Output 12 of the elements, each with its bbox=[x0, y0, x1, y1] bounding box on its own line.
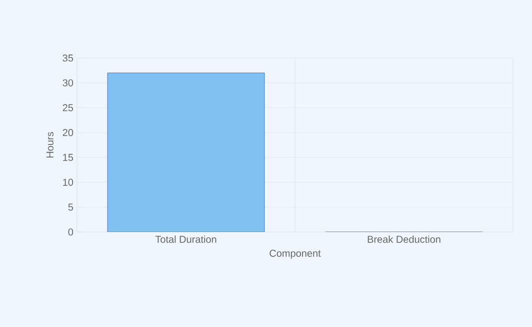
y-tick-label: 10 bbox=[63, 178, 74, 186]
x-tick-label: Break Deduction bbox=[368, 236, 440, 243]
x-tick-label: Total Duration bbox=[155, 236, 216, 243]
y-axis-title: Hours bbox=[46, 132, 54, 158]
y-tick-label: 15 bbox=[63, 154, 74, 161]
y-tick-label: 30 bbox=[62, 79, 74, 86]
y-tick-label: 20 bbox=[62, 129, 74, 136]
y-tick-label: 5 bbox=[68, 204, 74, 211]
y-tick-label: 35 bbox=[62, 54, 74, 62]
y-tick-label: 0 bbox=[68, 228, 74, 236]
y-tick-label: 25 bbox=[62, 104, 74, 112]
x-axis-title: Component bbox=[270, 250, 321, 259]
